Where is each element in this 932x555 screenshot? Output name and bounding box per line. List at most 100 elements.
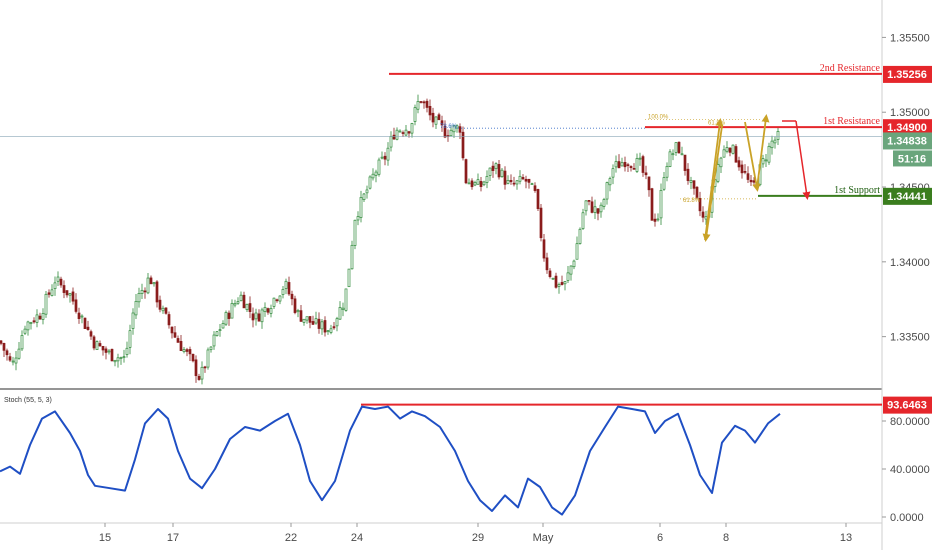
candle-body (275, 299, 279, 302)
candle-body (698, 198, 702, 212)
candle-body (248, 303, 252, 312)
candle-body (227, 312, 231, 319)
candle-body (284, 280, 288, 289)
candle-body (293, 298, 297, 313)
candle-body (584, 200, 588, 212)
candle-body (374, 171, 378, 176)
candle-body (233, 302, 237, 306)
candle-body (329, 328, 333, 333)
candle-body (182, 349, 186, 352)
candle-body (110, 348, 114, 362)
candle-body (521, 177, 525, 180)
candle-body (257, 313, 261, 322)
last-price-text: 1.34838 (887, 135, 927, 147)
candle-body (83, 317, 87, 329)
candle-body (677, 141, 681, 154)
candle-body (206, 349, 210, 368)
candle-body (170, 326, 174, 334)
candle-body (740, 164, 744, 174)
candle-body (128, 330, 132, 348)
candle-body (158, 299, 162, 310)
candle-body (278, 295, 282, 302)
candle-body (23, 328, 27, 334)
time-tick-label: 29 (472, 532, 484, 544)
candle-body (575, 243, 579, 260)
candle-body (734, 146, 738, 163)
candle-body (365, 189, 369, 194)
candle-body (395, 129, 399, 140)
candle-body (560, 282, 564, 285)
candle-body (764, 159, 768, 162)
candle-body (47, 292, 51, 295)
candle-body (179, 341, 183, 351)
candle-body (422, 101, 426, 104)
time-tick-label: 22 (285, 532, 297, 544)
candle-body (119, 357, 123, 359)
candle-body (671, 153, 675, 156)
candle-body (29, 322, 33, 324)
candle-body (599, 204, 603, 213)
harmonic-arrow-down-2 (744, 121, 761, 192)
candle-body (362, 193, 366, 200)
annotations-group (702, 114, 811, 242)
candle-body (44, 293, 48, 315)
price-tick-label: 1.34000 (890, 257, 930, 269)
price-tick-label: 1.35500 (890, 32, 930, 44)
candle-body (500, 169, 504, 177)
candle-body (11, 360, 15, 363)
candle-body (512, 182, 516, 185)
candle-body (353, 219, 357, 246)
levels-group: 2nd Resistance 1st Resistance 1st Support 7… (0, 63, 882, 204)
candle-body (299, 310, 303, 322)
candle-body (230, 303, 234, 319)
candle-body (746, 173, 750, 180)
candle-body (497, 164, 501, 178)
candle-body (200, 366, 204, 380)
candle-body (335, 318, 339, 327)
stoch-line (0, 405, 781, 516)
candle-body (692, 180, 696, 189)
candle-body (389, 136, 393, 148)
candle-body (539, 207, 543, 239)
candle-body (641, 156, 645, 173)
candle-body (674, 142, 678, 153)
candle-body (341, 307, 345, 310)
candle-body (59, 278, 63, 286)
candle-body (80, 315, 84, 318)
candle-body (251, 313, 255, 321)
candle-body (623, 162, 627, 168)
first-support-label: 1st Support (834, 185, 880, 196)
first-support-price-text: 1.34441 (887, 191, 927, 203)
candle-body (239, 294, 243, 302)
candle-body (545, 257, 549, 271)
candles-group (0, 94, 780, 385)
candle-body (611, 168, 615, 178)
candle-body (212, 334, 216, 347)
last-price-box (883, 132, 932, 150)
candle-body (587, 200, 591, 202)
candle-body (572, 260, 576, 268)
candle-body (305, 316, 309, 321)
candle-body (380, 156, 384, 159)
candle-body (92, 336, 96, 349)
candle-body (242, 294, 246, 309)
candle-body (56, 276, 60, 282)
candle-body (683, 154, 687, 171)
candle-body (194, 359, 198, 377)
candle-body (317, 318, 321, 329)
stoch-last-value-text: 93.6463 (887, 400, 927, 412)
candle-body (290, 293, 294, 300)
second-resistance-price-box (883, 65, 932, 83)
candle-body (104, 348, 108, 353)
candle-body (485, 176, 489, 183)
candle-body (113, 359, 117, 363)
candle-body (608, 178, 612, 186)
candle-body (593, 206, 597, 213)
candle-body (197, 375, 201, 380)
axes-group: 1.355001.350001.345001.340001.3350080.00… (99, 32, 932, 544)
candle-body (368, 176, 372, 189)
candle-body (479, 181, 483, 187)
candle-body (614, 161, 618, 168)
candle-body (461, 131, 465, 159)
